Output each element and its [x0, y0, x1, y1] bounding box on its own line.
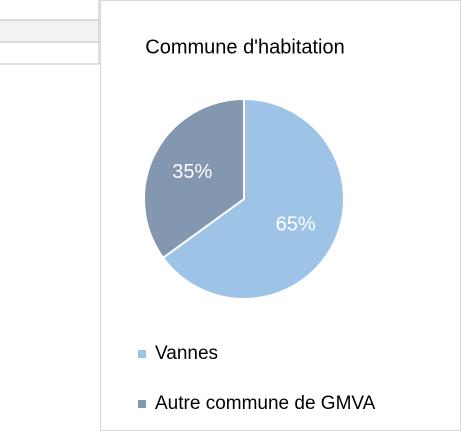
chart-title: Commune d'habitation [145, 36, 345, 58]
legend-swatch [138, 400, 146, 408]
sheet-cells [0, 0, 100, 65]
data-label: 65% [276, 214, 316, 236]
pie-slice [143, 97, 245, 260]
legend-label: Autre commune de GMVA [155, 393, 376, 414]
data-label: 35% [172, 161, 212, 183]
pie-slice [161, 97, 345, 300]
legend-swatch [138, 350, 146, 358]
cell-shade [0, 20, 99, 42]
legend-label: Vannes [155, 343, 218, 364]
